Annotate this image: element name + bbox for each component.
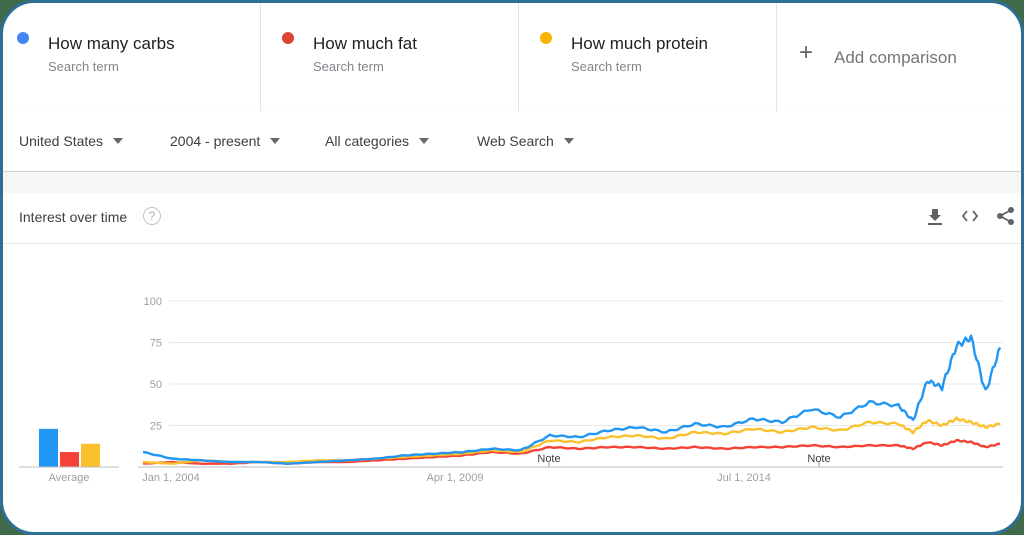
term-name: How many carbs xyxy=(48,34,175,53)
interest-over-time-chart[interactable]: Average 25 50 75 100 Jan 1, 2004 Apr 1, 2009… xyxy=(3,243,1024,503)
search-type-value: Web Search xyxy=(477,133,554,149)
search-term-fat[interactable]: How much fat Search term xyxy=(261,3,519,111)
download-icon[interactable] xyxy=(924,205,946,227)
search-type-dropdown[interactable]: Web Search xyxy=(477,133,574,149)
series-color-dot-icon xyxy=(282,32,294,44)
term-type: Search term xyxy=(313,59,384,74)
y-tick-label: 75 xyxy=(150,338,162,350)
note-annotation[interactable]: Note xyxy=(537,453,560,465)
term-name: How much protein xyxy=(571,34,709,53)
add-comparison-button[interactable]: + Add comparison xyxy=(777,3,1021,111)
average-bar-carbs[interactable] xyxy=(39,428,58,467)
filters-bar: United States 2004 - present All categor… xyxy=(3,111,1021,172)
time-range-value: 2004 - present xyxy=(170,133,261,149)
average-bars: Average xyxy=(19,428,119,484)
caret-down-icon xyxy=(113,138,124,144)
x-tick-label: Jul 1, 2014 xyxy=(717,472,771,484)
y-axis-labels: 25 50 75 100 xyxy=(144,296,162,433)
add-comparison-label: Add comparison xyxy=(834,48,957,67)
x-tick-label: Apr 1, 2009 xyxy=(427,472,484,484)
term-type: Search term xyxy=(571,59,642,74)
card-header: Interest over time ? xyxy=(3,193,1021,244)
series-line-how-much-protein[interactable] xyxy=(142,416,1001,465)
series-line-how-much-fat[interactable] xyxy=(142,438,1001,466)
category-value: All categories xyxy=(325,133,410,149)
section-divider xyxy=(3,172,1021,193)
series-line-how-many-carbs[interactable] xyxy=(142,334,1002,466)
plus-icon: + xyxy=(799,39,814,66)
average-bar-fat[interactable] xyxy=(60,452,79,467)
caret-down-icon xyxy=(270,138,281,144)
help-icon[interactable]: ? xyxy=(143,207,161,225)
note-annotations: Note Note xyxy=(537,453,831,467)
y-tick-label: 25 xyxy=(150,421,162,433)
x-tick-label: Jan 1, 2004 xyxy=(142,472,200,484)
caret-down-icon xyxy=(419,138,430,144)
term-name: How much fat xyxy=(313,34,417,53)
share-icon[interactable] xyxy=(995,205,1017,227)
gridlines xyxy=(169,300,1003,426)
average-bar-protein[interactable] xyxy=(81,443,100,467)
region-dropdown[interactable]: United States xyxy=(19,133,124,149)
card-title: Interest over time xyxy=(19,209,128,225)
series-color-dot-icon xyxy=(540,32,552,44)
series-color-dot-icon xyxy=(17,32,29,44)
embed-icon[interactable] xyxy=(959,205,981,227)
x-axis-labels: Jan 1, 2004 Apr 1, 2009 Jul 1, 2014 xyxy=(142,472,771,484)
series-lines xyxy=(142,334,1002,466)
caret-down-icon xyxy=(563,138,574,144)
search-terms-bar: How many carbs Search term How much fat … xyxy=(3,3,1021,112)
y-tick-label: 100 xyxy=(144,296,162,308)
time-range-dropdown[interactable]: 2004 - present xyxy=(170,133,281,149)
region-value: United States xyxy=(19,133,104,149)
y-tick-label: 50 xyxy=(150,379,162,391)
average-label: Average xyxy=(49,472,90,484)
term-type: Search term xyxy=(48,59,119,74)
search-term-protein[interactable]: How much protein Search term xyxy=(519,3,777,111)
search-term-carbs[interactable]: How many carbs Search term xyxy=(3,3,261,111)
category-dropdown[interactable]: All categories xyxy=(325,133,430,149)
note-annotation[interactable]: Note xyxy=(807,453,830,465)
